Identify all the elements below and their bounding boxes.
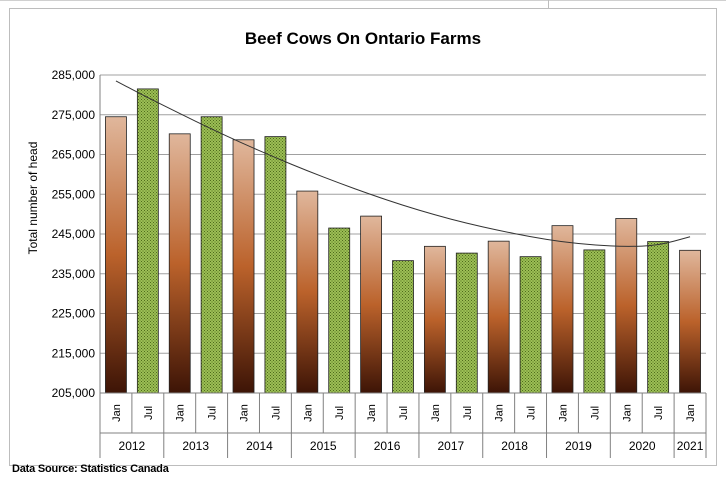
y-tick-label: 265,000: [52, 148, 96, 162]
x-month-label: Jan: [430, 404, 442, 422]
bar-jul: [583, 249, 606, 394]
y-tick-label: 205,000: [52, 386, 96, 400]
y-tick-label: 235,000: [52, 267, 96, 281]
bar-jan: [105, 116, 127, 394]
x-month-label: Jan: [494, 404, 506, 422]
x-month-label: Jan: [621, 404, 633, 422]
chart-title: Beef Cows On Ontario Farms: [245, 29, 481, 48]
bar-jan: [551, 225, 574, 394]
x-year-label: 2013: [182, 439, 209, 453]
x-year-label: 2019: [565, 439, 592, 453]
bar-jan: [615, 218, 638, 394]
x-year-label: 2012: [119, 439, 146, 453]
bar-jan: [232, 139, 255, 394]
bar-jan: [360, 215, 383, 394]
x-month-label: Jul: [207, 406, 219, 420]
bar-jul: [392, 260, 414, 394]
bar-jan: [487, 240, 510, 394]
x-month-label: Jul: [462, 406, 474, 420]
y-tick-label: 215,000: [52, 346, 96, 360]
x-year-label: 2021: [677, 439, 704, 453]
y-tick-label: 285,000: [52, 68, 96, 82]
bar-jul: [264, 136, 287, 394]
x-year-label: 2017: [437, 439, 464, 453]
bar-jul: [647, 241, 670, 394]
data-source-note: Data Source: Statistics Canada: [12, 463, 169, 475]
x-month-label: Jul: [334, 406, 346, 420]
bar-jan: [423, 245, 446, 394]
y-tick-label: 245,000: [52, 227, 96, 241]
bar-jan: [168, 133, 191, 394]
x-month-label: Jul: [589, 406, 601, 420]
bar-jul: [200, 116, 223, 394]
x-year-label: 2016: [374, 439, 401, 453]
y-tick-label: 255,000: [52, 187, 96, 201]
bar-jul: [519, 256, 542, 394]
trend-line: [115, 80, 691, 247]
x-month-label: Jul: [270, 406, 282, 420]
x-year-label: 2018: [501, 439, 528, 453]
x-month-label: Jan: [366, 404, 378, 422]
x-year-label: 2020: [629, 439, 656, 453]
bar-jul: [455, 252, 478, 394]
x-month-label: Jan: [302, 404, 314, 422]
bar-jan: [679, 249, 701, 394]
x-year-label: 2014: [246, 439, 273, 453]
top-border-tick: [548, 0, 549, 9]
top-border: [0, 0, 726, 1]
bar-jul: [136, 88, 159, 394]
x-month-label: Jul: [653, 406, 665, 420]
x-month-label: Jan: [685, 404, 697, 422]
x-year-label: 2015: [310, 439, 337, 453]
bar-jul: [328, 227, 351, 394]
y-tick-label: 225,000: [52, 307, 96, 321]
x-month-label: Jul: [143, 406, 155, 420]
bar-jan: [296, 190, 319, 394]
x-month-label: Jul: [398, 406, 410, 420]
x-month-label: Jan: [111, 404, 123, 422]
y-axis-label: Total number of head: [26, 142, 40, 255]
y-tick-label: 275,000: [52, 108, 96, 122]
x-month-label: Jan: [557, 404, 569, 422]
x-month-label: Jul: [526, 406, 538, 420]
x-month-label: Jan: [239, 404, 251, 422]
x-month-label: Jan: [175, 404, 187, 422]
